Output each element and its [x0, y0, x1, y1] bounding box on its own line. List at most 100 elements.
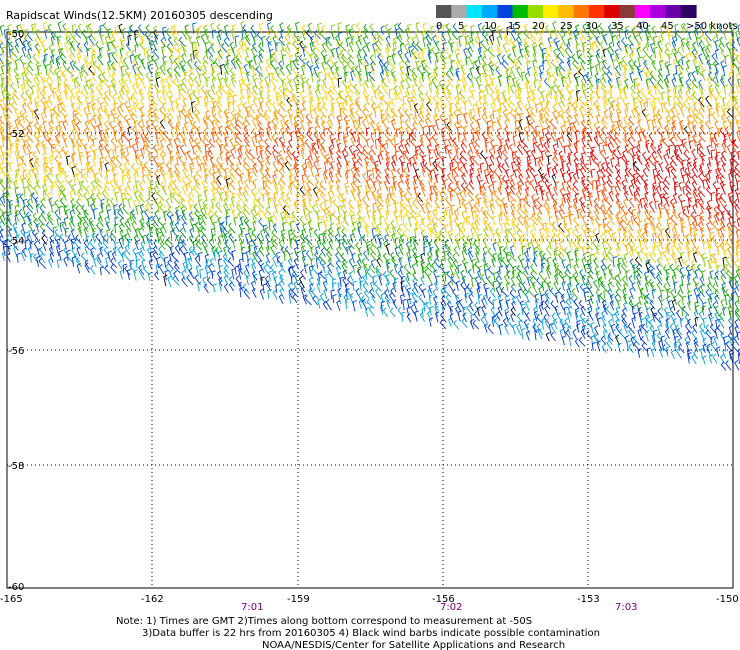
wind-barb: [223, 143, 230, 154]
wind-barb: [134, 153, 139, 165]
wind-barb: [601, 240, 607, 251]
wind-barb: [605, 196, 613, 208]
wind-barb: [392, 299, 398, 309]
wind-barb: [0, 72, 4, 83]
wind-barb: [495, 275, 502, 286]
wind-barb: [668, 34, 674, 47]
wind-barb: [380, 25, 385, 35]
wind-barb: [64, 41, 69, 53]
wind-barb: [519, 234, 524, 246]
wind-barb: [352, 189, 357, 201]
wind-barb: [227, 154, 234, 167]
wind-barb: [498, 213, 503, 225]
wind-barb: [477, 294, 483, 305]
wind-barb: [226, 184, 235, 195]
wind-barb: [486, 275, 494, 287]
wind-barb: [251, 128, 258, 138]
wind-barb: [162, 85, 167, 95]
wind-barb: [118, 60, 123, 72]
wind-barb: [603, 33, 608, 46]
wind-barb: [607, 264, 613, 276]
wind-barb: [221, 221, 228, 233]
wind-barb: [707, 258, 712, 269]
wind-barb: [433, 238, 439, 250]
wind-barb: [585, 184, 592, 196]
wind-barb: [337, 204, 342, 215]
wind-barb: [691, 174, 698, 186]
wind-barb: [633, 25, 638, 35]
wind-barb: [595, 25, 601, 35]
wind-barb: [497, 294, 502, 306]
wind-barb: [471, 210, 476, 221]
wind-barb: [370, 259, 375, 269]
wind-barb: [173, 259, 180, 270]
wind-barb: [393, 263, 399, 273]
wind-barb: [643, 184, 649, 195]
wind-barb: [406, 250, 412, 262]
wind-barb: [137, 65, 143, 77]
wind-barb: [158, 251, 166, 263]
wind-barb: [348, 257, 355, 269]
wind-barb: [252, 220, 257, 231]
wind-barb: [368, 173, 376, 186]
wind-barb: [691, 259, 696, 270]
wind-barb: [319, 180, 327, 191]
wind-barb: [359, 280, 364, 291]
wind-barb: [405, 76, 411, 88]
wind-barb: [27, 60, 34, 72]
wind-barb: [585, 223, 592, 233]
wind-barb: [55, 244, 61, 256]
wind-barb: [693, 28, 698, 40]
wind-barb: [443, 209, 448, 221]
wind-barb: [597, 278, 603, 288]
wind-barb: [561, 172, 566, 184]
wind-barb: [80, 67, 86, 77]
wind-barb: [725, 256, 732, 269]
wind-barb: [239, 172, 245, 185]
wind-barb: [554, 246, 559, 257]
wind-barb: [338, 90, 344, 100]
wind-barb: [332, 85, 340, 96]
wind-barb: [292, 293, 298, 304]
wind-barb: [495, 66, 502, 77]
wind-barb: [538, 250, 544, 262]
wind-barb: [262, 180, 268, 190]
wind-barb: [428, 49, 433, 59]
wind-barb: [732, 58, 740, 70]
wind-barb: [168, 54, 174, 65]
wind-barb: [215, 101, 222, 113]
wind-barb: [451, 30, 458, 41]
wind-barb: [179, 234, 187, 246]
wind-barb: [489, 64, 494, 76]
wind-barb: [308, 211, 313, 221]
wind-barb: [358, 116, 364, 126]
wind-barb: [371, 190, 377, 202]
wind-barb: [628, 328, 635, 340]
wind-barb: [558, 150, 564, 162]
wind-barb: [198, 198, 203, 210]
wind-barb: [133, 190, 139, 202]
wind-barb: [546, 162, 551, 173]
wind-barb: [645, 317, 651, 329]
wind-barb: [729, 37, 734, 47]
wind-barb: [449, 102, 454, 114]
wind-barb: [236, 47, 243, 59]
wind-barb: [250, 187, 256, 198]
wind-barb: [524, 265, 529, 276]
wind-barb: [139, 106, 145, 118]
wind-barb: [322, 280, 328, 292]
wind-barb: [346, 90, 354, 102]
wind-barb: [708, 87, 713, 100]
wind-barb: [499, 203, 505, 215]
wind-barb: [3, 85, 11, 96]
wind-barb: [394, 202, 399, 214]
wind-barb: [272, 160, 279, 172]
wind-barb: [244, 30, 251, 42]
wind-barb: [58, 162, 67, 174]
wind-barb: [510, 198, 516, 210]
wind-barb: [569, 213, 574, 225]
wind-barb: [357, 252, 362, 264]
wind-barb: [607, 213, 615, 226]
wind-barb: [53, 30, 61, 42]
wind-barb: [149, 250, 155, 263]
